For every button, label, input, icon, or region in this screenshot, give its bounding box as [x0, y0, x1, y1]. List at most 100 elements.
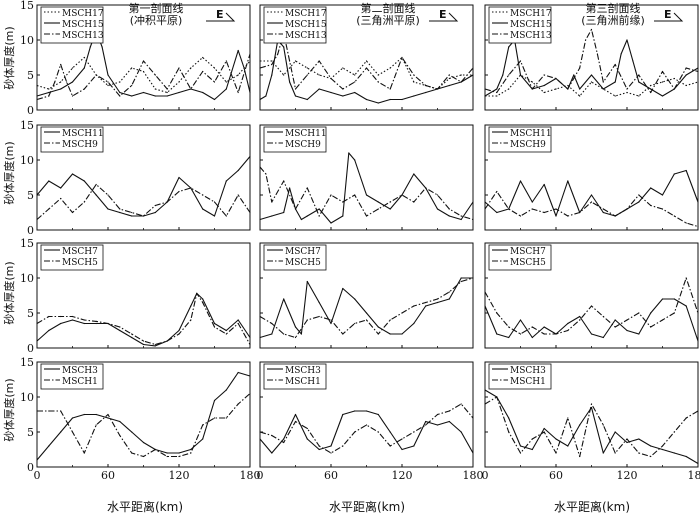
panel-r0c1-point-msch17: [318, 74, 320, 76]
panel-r0c1-point-msch17: [413, 81, 415, 83]
panel-r2c0-point-msch7: [83, 322, 85, 325]
panel-r0c2-point-msch17: [650, 84, 652, 87]
panel-r2c2-point-msch7: [614, 319, 616, 321]
panel-r2c0-point-msch5: [48, 315, 50, 318]
panel-r1c2-legend-box: [488, 126, 552, 153]
panel-r0c2-point-msch15: [620, 53, 622, 55]
panel-r2c1-point-msch5: [283, 333, 285, 335]
panel-r3c2-point-msch1: [661, 445, 664, 447]
panel-r1c0-point-msch11: [36, 194, 38, 196]
panel-r1c0-point-msch9: [237, 194, 239, 196]
panel-r0c2-point-msch13: [531, 88, 533, 90]
panel-r2c0-point-msch5: [202, 301, 204, 304]
panel-r2c0-point-msch7: [71, 319, 74, 321]
panel-r2c1-point-msch7: [306, 280, 308, 283]
panel-r2c0-y-tick-label: 0: [27, 342, 34, 355]
panel-r1c0-point-msch11: [71, 173, 74, 175]
panel-r0c1-point-msch13: [354, 81, 356, 83]
panel-r0c0-legend-label-msch17: MSCH17: [62, 9, 104, 19]
panel-r3c1-point-msch3: [472, 452, 474, 454]
panel-r3c1-point-msch3: [413, 445, 415, 447]
panel-r2c0-point-msch5: [225, 333, 227, 335]
panel-r1c0-point-msch9: [131, 211, 133, 214]
panel-r2c1-point-msch7: [448, 298, 450, 300]
panel-r1c1-point-msch11: [330, 222, 332, 224]
panel-r3c1-point-msch1: [294, 420, 297, 423]
panel-r3c1-x-tick-label: 0: [257, 469, 264, 482]
panel-r1c1-point-msch11: [436, 208, 439, 210]
y-axis-label-row-3: 砂体厚度(m): [3, 378, 16, 442]
panel-r1c2-point-msch11: [567, 180, 569, 182]
panel-r3c2-point-msch3: [650, 445, 652, 447]
panel-r1c1-point-msch9: [425, 187, 427, 189]
panel-r3c1-point-msch1: [306, 427, 308, 430]
panel-r0c1-point-msch15: [288, 81, 291, 83]
panel-r2c2-point-msch7: [602, 336, 604, 339]
panel-r3c2-point-msch3: [673, 452, 675, 454]
panel-r3c1-point-msch3: [283, 438, 285, 440]
panel-r3c2-legend-label-msch1: MSCH1: [510, 377, 546, 387]
panel-r2c1-point-msch7: [300, 333, 303, 335]
panel-r0c2-point-msch13: [596, 53, 599, 55]
panel-r2c0-point-msch5: [71, 315, 74, 318]
panel-r1c2-point-msch11: [590, 194, 593, 196]
panel-r0c0-point-msch15: [237, 49, 239, 52]
panel-r0c2-point-msch13: [590, 28, 593, 31]
panel-r1c0-y-tick-label: 5: [27, 189, 34, 202]
panel-r1c0-point-msch9: [202, 194, 204, 196]
panel-r3c2-point-msch3: [543, 427, 545, 430]
panel-r0c0-y-tick-label: 0: [27, 104, 34, 117]
panel-r1c0-legend-label-msch11: MSCH11: [62, 129, 104, 139]
panel-r1c0-point-msch9: [213, 201, 216, 203]
panel-r1c1-legend-label-msch9: MSCH9: [285, 140, 321, 150]
panel-r0c1-point-msch13: [259, 67, 261, 69]
panel-r0c2-point-msch15: [573, 74, 575, 76]
panel-r0c2-point-msch13: [508, 74, 510, 76]
panel-r1c1-point-msch9: [354, 194, 356, 196]
panel-r1c0-point-msch9: [83, 201, 85, 203]
panel-r3c0-point-msch1: [107, 413, 109, 416]
panel-r1c0-point-msch9: [60, 197, 62, 200]
panel-r1c2-point-msch11: [673, 173, 675, 175]
panel-r1c2-point-msch9: [614, 215, 616, 217]
panel-r1c2-point-msch9: [484, 208, 486, 210]
panel-r0c0-legend-box: [40, 6, 104, 44]
panel-r0c1-point-msch17: [354, 74, 356, 76]
panel-r3c1-point-msch1: [401, 438, 403, 440]
panel-r0c2-point-msch15: [632, 60, 634, 62]
panel-r1c1-point-msch11: [271, 215, 273, 217]
panel-r3c2-point-msch3: [508, 417, 510, 419]
panel-r0c2-point-msch13: [484, 88, 486, 90]
panel-r0c2-point-msch17: [555, 88, 557, 90]
panel-r0c0-point-msch13: [83, 88, 85, 90]
panel-r0c0-point-msch15: [154, 95, 156, 97]
panel-r0c0-y-tick-label: 10: [20, 34, 34, 47]
panel-r2c0-series-msch5: [36, 292, 251, 346]
panel-r0c0-series-msch15: [36, 30, 251, 101]
panel-r2c1-legend-label-msch7: MSCH7: [285, 247, 321, 257]
panel-r3c0-point-msch1: [202, 424, 204, 426]
profile-title-1-line1: 第一剖面线: [128, 2, 184, 15]
panel-r3c0-point-msch3: [95, 413, 97, 416]
panel-r0c2-point-msch15: [579, 88, 581, 90]
panel-r0c2-legend-label-msch17: MSCH17: [510, 9, 552, 19]
panel-r2c1-point-msch5: [425, 301, 427, 304]
panel-r0c0-point-msch13: [225, 60, 227, 62]
panel-r0c0-point-msch17: [71, 67, 74, 69]
panel-r1c0-point-msch9: [71, 211, 74, 214]
panel-r2c1-point-msch7: [377, 326, 379, 328]
panel-r2c0-point-msch5: [131, 333, 133, 335]
panel-r3c0-point-msch3: [83, 413, 85, 416]
panel-r0c2-point-msch15: [496, 88, 498, 90]
panel-r3c0-point-msch1: [83, 452, 85, 454]
panel-r1c0-point-msch9: [119, 208, 121, 210]
panel-r1c2-point-msch11: [484, 201, 486, 203]
panel-r0c1-point-msch13: [271, 63, 273, 66]
panel-r2c2-point-msch5: [555, 333, 557, 335]
panel-r2c1-point-msch7: [425, 305, 427, 307]
panel-r1c1-point-msch11: [348, 152, 350, 154]
panel-r3c1-x-tick-label: 120: [392, 469, 413, 482]
panel-r0c0-point-msch13: [202, 70, 204, 73]
panel-r0c0-point-msch17: [202, 56, 204, 59]
